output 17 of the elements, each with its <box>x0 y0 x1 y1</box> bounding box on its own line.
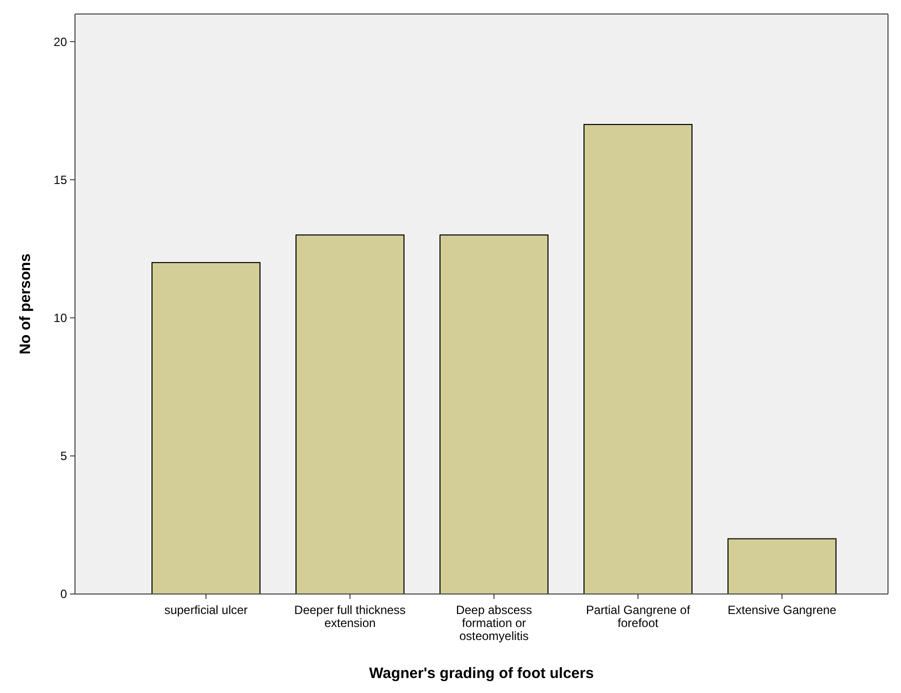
x-axis-title: Wagner's grading of foot ulcers <box>369 665 594 682</box>
x-tick-label: Partial Gangrene of forefoot <box>586 603 691 630</box>
y-tick-label: 15 <box>54 172 68 187</box>
bar <box>296 234 404 594</box>
x-tick-label: Deep abscess formation or osteomyelitis <box>456 603 532 643</box>
y-axis-title: No of persons <box>17 254 34 354</box>
bar <box>584 124 692 594</box>
y-tick-label: 5 <box>60 449 68 464</box>
y-tick-label: 20 <box>54 34 68 49</box>
y-tick-label: 10 <box>54 311 68 326</box>
x-tick-label: Extensive Gangrene <box>728 603 837 617</box>
y-tick-label: 0 <box>60 587 68 602</box>
bar <box>728 538 836 594</box>
bar <box>440 234 548 594</box>
x-tick-label: superficial ulcer <box>164 603 248 617</box>
bar <box>152 262 260 594</box>
x-tick-label: Deeper full thickness extension <box>294 603 406 630</box>
